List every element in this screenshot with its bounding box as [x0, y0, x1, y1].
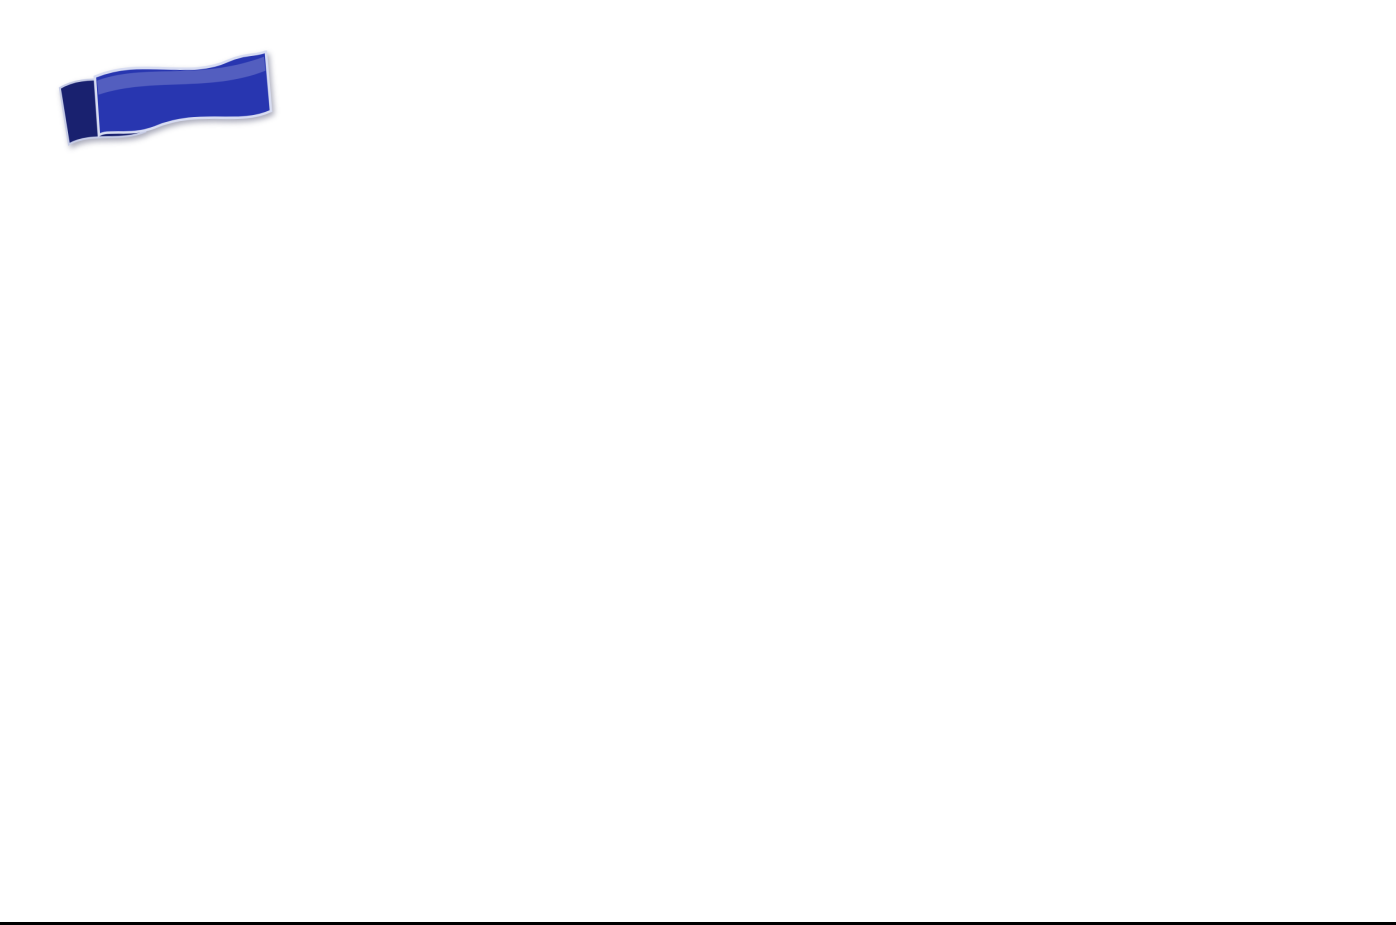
eu-flag-main — [93, 50, 273, 138]
bottom-border — [0, 922, 1396, 925]
eu-flag-sheen — [97, 56, 266, 95]
eu-flag-logo-image — [58, 50, 273, 146]
